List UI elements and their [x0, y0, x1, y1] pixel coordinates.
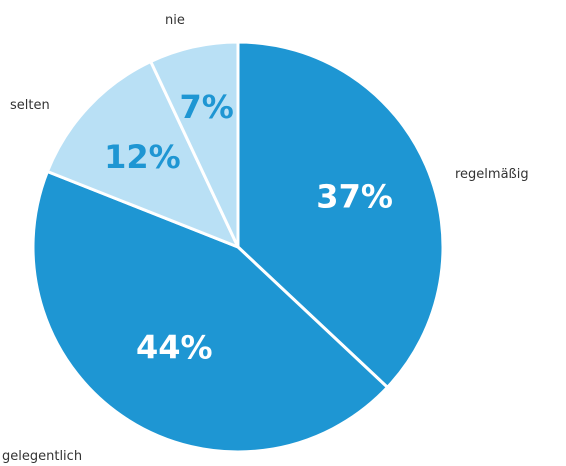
pie-value-label-gelegentlich: 44%: [136, 328, 213, 366]
pie-slice-selten: [45, 60, 240, 249]
pie-value-label-selten: 12%: [104, 138, 181, 176]
pie-category-label-nie: nie: [165, 13, 185, 28]
pie-category-label-selten: selten: [10, 98, 50, 113]
pie-category-label-gelegentlich: gelegentlich: [2, 449, 82, 464]
pie-slice-gelegentlich: [31, 170, 389, 454]
pie-slice-nie: [149, 40, 240, 249]
pie-value-labels: 37% 44% 12% 7%: [104, 88, 393, 366]
pie-category-labels: regelmäßig gelegentlich selten nie: [2, 13, 529, 464]
pie-slices: [31, 40, 445, 454]
pie-value-label-regelmäßig: 37%: [316, 178, 393, 216]
pie-value-label-nie: 7%: [180, 88, 234, 126]
pie-category-label-regelmäßig: regelmäßig: [455, 167, 529, 182]
pie-slice-regelmäßig: [236, 40, 445, 389]
